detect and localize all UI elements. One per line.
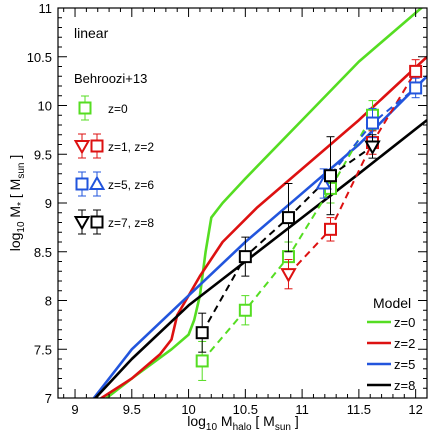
marker-z=8 bbox=[323, 169, 337, 183]
data-legend-label: z=1, z=2 bbox=[108, 140, 154, 154]
data-legend-title: Behroozi+13 bbox=[74, 71, 147, 86]
axis-label-subscript: sun bbox=[16, 163, 27, 179]
marker-z=0 bbox=[195, 354, 209, 368]
data-legend-label: z=0 bbox=[108, 102, 128, 116]
axis-label-subscript: 10 bbox=[206, 422, 218, 433]
model-line-z=2 bbox=[99, 55, 427, 398]
axis-label-text: log bbox=[187, 413, 206, 429]
model-legend-label: z=0 bbox=[394, 315, 415, 330]
y-tick-label: 8.5 bbox=[34, 245, 52, 260]
x-tick-label: 10 bbox=[181, 402, 195, 417]
y-tick-label: 7 bbox=[45, 391, 52, 406]
y-tick-label: 7.5 bbox=[34, 342, 52, 357]
x-tick-label: 9 bbox=[71, 402, 78, 417]
y-tick-label: 8 bbox=[45, 294, 52, 309]
model-curves bbox=[92, 8, 427, 398]
axis-label-text: M bbox=[7, 206, 23, 222]
marker-z=5 bbox=[409, 81, 423, 95]
x-tick-label: 10.5 bbox=[233, 402, 258, 417]
y-tick-label: 9 bbox=[45, 196, 52, 211]
y-tick-label: 10.5 bbox=[27, 50, 52, 65]
marker-z=6 bbox=[315, 174, 332, 190]
x-axis-label: log10 Mhalo [ Msun ] bbox=[187, 413, 299, 433]
axis-label-text: ] bbox=[7, 155, 23, 163]
plot-frame bbox=[57, 7, 428, 399]
legend-marker-triangle-down bbox=[73, 216, 91, 231]
model-legend-label: z=2 bbox=[394, 336, 415, 351]
model-legend-label: z=5 bbox=[394, 357, 415, 372]
axis-label-text: [ M bbox=[252, 413, 275, 429]
axis-label-subscript: sun bbox=[275, 422, 291, 433]
marker-z=8 bbox=[195, 326, 209, 340]
model-legend-label: z=8 bbox=[394, 378, 415, 393]
x-tick-label: 9.5 bbox=[123, 402, 141, 417]
marker-z=1 bbox=[280, 268, 297, 283]
legend-marker-square bbox=[75, 177, 89, 191]
legend-marker-square bbox=[90, 215, 104, 229]
chart-annotation: linear bbox=[74, 25, 109, 41]
x-tick-label: 11.5 bbox=[347, 402, 371, 417]
y-axis-label: log10 M* [ Msun ] bbox=[7, 155, 27, 252]
data-legend-label: z=5, z=6 bbox=[108, 178, 154, 192]
y-tick-label: 11 bbox=[39, 1, 53, 16]
marker-z=8 bbox=[281, 211, 295, 225]
axis-ticks: 9 9.5 10 10.5 11 11.5 12 7 7.5 8 8.5 9 9.5 10 10.5 11 bbox=[27, 1, 427, 417]
observation-link-3 bbox=[201, 145, 374, 334]
legend-marker-triangle-down bbox=[73, 140, 91, 155]
x-tick-label: 12 bbox=[408, 402, 422, 417]
observation-link-1 bbox=[287, 70, 417, 275]
marker-z=8 bbox=[238, 250, 252, 264]
marker-z=2 bbox=[409, 64, 423, 78]
model-legend-title: Model bbox=[373, 295, 411, 311]
axis-label-text: log bbox=[7, 233, 23, 252]
marker-z=5 bbox=[366, 116, 380, 130]
axis-label-subscript: * bbox=[16, 202, 27, 206]
axis-label-text: M bbox=[217, 413, 233, 429]
observation-markers bbox=[195, 59, 423, 381]
model-line-z=0 bbox=[104, 8, 424, 398]
data-legend-label: z=7, z=8 bbox=[108, 216, 154, 230]
y-tick-label: 9.5 bbox=[34, 147, 52, 162]
marker-z=0 bbox=[238, 303, 252, 317]
x-tick-label: 11 bbox=[295, 402, 309, 417]
axis-label-subscript: halo bbox=[233, 422, 252, 433]
marker-z=7 bbox=[364, 140, 381, 155]
axis-label-text: ] bbox=[291, 413, 299, 429]
data-legend: Behroozi+13 z=0 z=1, z=2 z=5, z=6 z=7, z=8 bbox=[73, 71, 154, 235]
legend-marker-triangle-up bbox=[88, 175, 106, 190]
model-legend: Model z=0 z=2 z=5 z=8 bbox=[367, 295, 415, 393]
axis-label-subscript: 10 bbox=[16, 221, 27, 233]
axis-label-text: [ M bbox=[7, 179, 23, 202]
legend-marker-square bbox=[90, 139, 104, 153]
marker-z=2 bbox=[323, 222, 337, 236]
legend-marker-square bbox=[78, 101, 92, 115]
y-tick-label: 10 bbox=[38, 99, 52, 114]
